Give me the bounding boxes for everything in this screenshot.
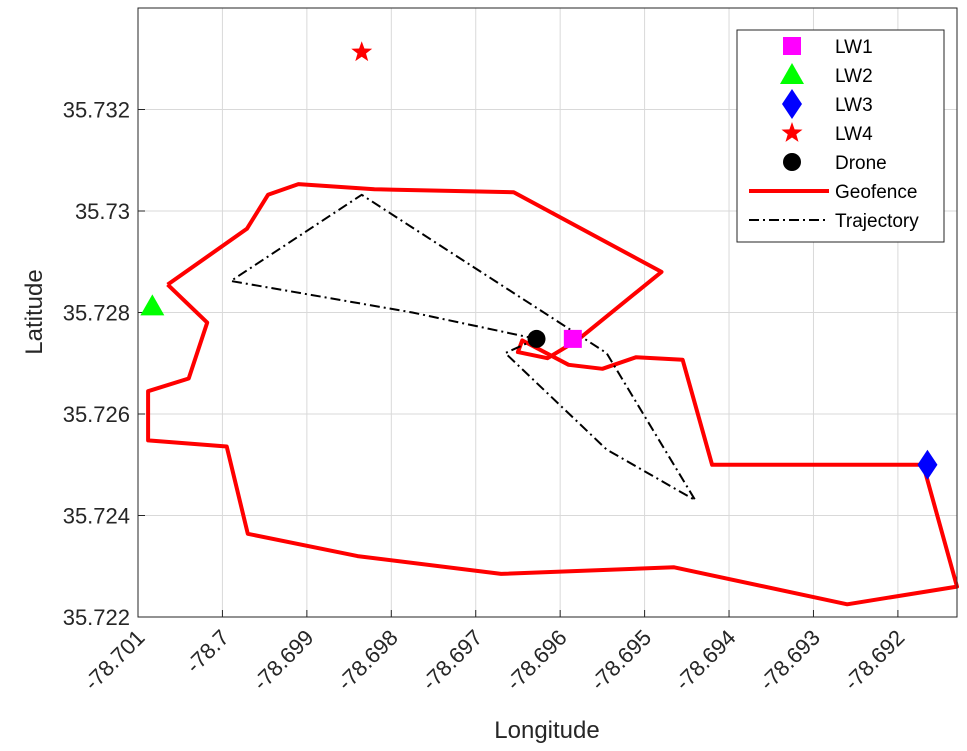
legend-box: [736, 29, 945, 243]
y-tick-label: 35.726: [63, 402, 130, 427]
legend-lw1-marker: [783, 37, 801, 55]
lw1-marker: [563, 329, 582, 348]
legend-label: Drone: [835, 153, 887, 174]
lw3-marker: [917, 449, 938, 480]
lw2-marker: [140, 294, 165, 316]
legend: LW1 LW2 LW3 LW4 Drone Geofence Trajectory: [736, 29, 945, 243]
x-tick-label: -78.693: [755, 625, 825, 695]
legend-drone-marker: [783, 153, 801, 171]
geofence-line: [146, 182, 959, 607]
series-layer: [146, 182, 959, 607]
legend-label: LW3: [835, 95, 873, 116]
legend-label: LW4: [835, 124, 873, 145]
y-axis-ticks: 35.722 35.724 35.726 35.728 35.73 35.732: [63, 98, 145, 630]
legend-label: Trajectory: [835, 211, 919, 232]
y-tick-label: 35.732: [63, 98, 130, 123]
y-tick-label: 35.722: [63, 605, 130, 630]
trajectory-line: [229, 193, 697, 502]
x-tick-label: -78.698: [332, 625, 402, 695]
markers-layer: [140, 41, 938, 480]
drone-marker: [527, 329, 546, 348]
x-tick-label: -78.694: [670, 625, 740, 695]
legend-lw4-marker: [781, 122, 803, 142]
y-axis-label: Latitude: [21, 269, 48, 354]
lw4-marker: [351, 41, 373, 62]
x-tick-label: -78.695: [586, 625, 656, 695]
y-tick-label: 35.728: [63, 301, 130, 326]
x-axis-ticks: -78.701 -78.7 -78.699 -78.698 -78.697 -78.696…: [79, 610, 909, 695]
legend-label: LW1: [835, 37, 873, 58]
legend-label: LW2: [835, 66, 873, 87]
y-tick-label: 35.73: [75, 199, 130, 224]
x-axis-label: Longitude: [494, 717, 599, 744]
x-tick-label: -78.7: [181, 625, 234, 678]
x-tick-label: -78.701: [79, 625, 149, 695]
plot-frame: [137, 7, 958, 618]
x-tick-label: -78.692: [839, 625, 909, 695]
x-tick-label: -78.697: [417, 625, 487, 695]
x-tick-label: -78.696: [501, 625, 571, 695]
legend-lw2-marker: [780, 63, 804, 84]
legend-label: Geofence: [835, 182, 917, 203]
x-tick-label: -78.699: [248, 625, 318, 695]
y-tick-label: 35.724: [63, 504, 130, 529]
legend-lw3-marker: [782, 89, 802, 119]
